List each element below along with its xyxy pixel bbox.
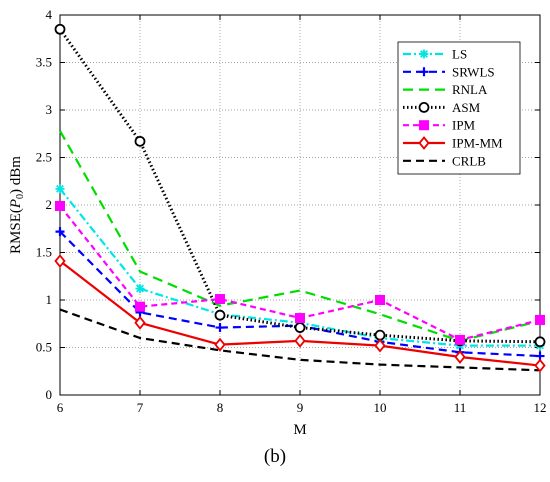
y-axis-label-italic: P [8, 199, 24, 209]
series-line-crlb [59, 308, 541, 372]
x-tick-label: 10 [374, 400, 387, 415]
data-point-ls [135, 284, 145, 294]
legend-label-ls: LS [452, 47, 467, 62]
legend-marker-srwls [419, 67, 429, 77]
legend-label-ipm: IPM [452, 118, 476, 133]
y-axis-label: RMSE(P0) dBm [8, 156, 26, 254]
x-tick-label: 12 [534, 400, 547, 415]
legend-marker-ipm-mm [418, 136, 430, 150]
data-point-ipm [455, 334, 465, 345]
rmse-line-chart: 6 7 8 9 10 11 12 00.511.522.533.54 M RMSE(P0) … [8, 7, 547, 438]
y-tick-label: 4 [46, 7, 53, 22]
data-point-srwls [55, 227, 65, 237]
legend-label-crlb: CRLB [452, 153, 486, 168]
x-tick-label: 6 [57, 400, 64, 415]
y-tick-label: 1 [46, 292, 53, 307]
x-tick-label: 8 [217, 400, 224, 415]
y-axis-label-main: RMSE( [8, 208, 24, 254]
data-point-asm [294, 322, 306, 333]
data-point-ipm [135, 301, 145, 312]
y-tick-label: 3 [46, 102, 53, 117]
data-point-ipm-mm [54, 254, 66, 268]
data-point-asm [134, 135, 146, 147]
y-axis-label-subscript: 0 [15, 194, 26, 199]
legend-box [397, 41, 521, 175]
data-point-asm [54, 23, 66, 35]
data-point-ipm-mm [454, 350, 466, 364]
legend-marker-asm [418, 102, 430, 113]
legend-marker-ipm [419, 120, 429, 131]
data-point-ipm [215, 294, 225, 305]
legend-label-rnla: RNLA [452, 82, 488, 97]
data-point-ipm [55, 200, 65, 211]
y-axis-ticks: 0 0.5 1 1.5 2 2.5 3 3.5 4 [36, 7, 540, 402]
legend-label-srwls: SRWLS [452, 64, 495, 79]
legend-label-ipm-mm: IPM-MM [452, 136, 503, 151]
data-point-asm [214, 309, 226, 321]
data-point-ipm-mm [294, 333, 306, 348]
data-point-ipm-mm [134, 315, 146, 330]
legend-marker-ls [419, 49, 429, 59]
data-point-asm [374, 329, 386, 341]
data-point-ipm [295, 313, 305, 324]
y-tick-label: 0.5 [36, 340, 52, 355]
data-point-ls [55, 184, 65, 194]
y-tick-label: 2.5 [36, 150, 52, 165]
legend: LS SRWLS RNLA ASM IPM IPM-MM CRLB [397, 41, 521, 175]
data-point-ipm-mm [374, 338, 386, 353]
y-tick-label: 1.5 [36, 245, 52, 260]
y-axis-label-tail: ) dBm [8, 156, 24, 194]
x-axis-ticks: 6 7 8 9 10 11 12 [57, 15, 547, 415]
y-tick-label: 0 [46, 387, 53, 402]
x-tick-label: 7 [137, 400, 144, 415]
y-tick-label: 3.5 [36, 55, 52, 70]
y-tick-label: 2 [46, 197, 53, 212]
data-point-asm [534, 336, 546, 348]
x-tick-label: 11 [454, 400, 467, 415]
data-point-ipm-mm [214, 337, 226, 352]
series-markers [54, 23, 546, 373]
data-point-ipm-mm [534, 358, 546, 373]
data-point-ipm [535, 314, 545, 325]
legend-label-asm: ASM [452, 100, 481, 115]
x-axis-label: M [293, 422, 306, 438]
x-tick-label: 9 [297, 400, 304, 415]
data-point-srwls [215, 323, 225, 333]
figure-caption: (b) [263, 446, 287, 467]
data-point-ipm [375, 295, 385, 305]
